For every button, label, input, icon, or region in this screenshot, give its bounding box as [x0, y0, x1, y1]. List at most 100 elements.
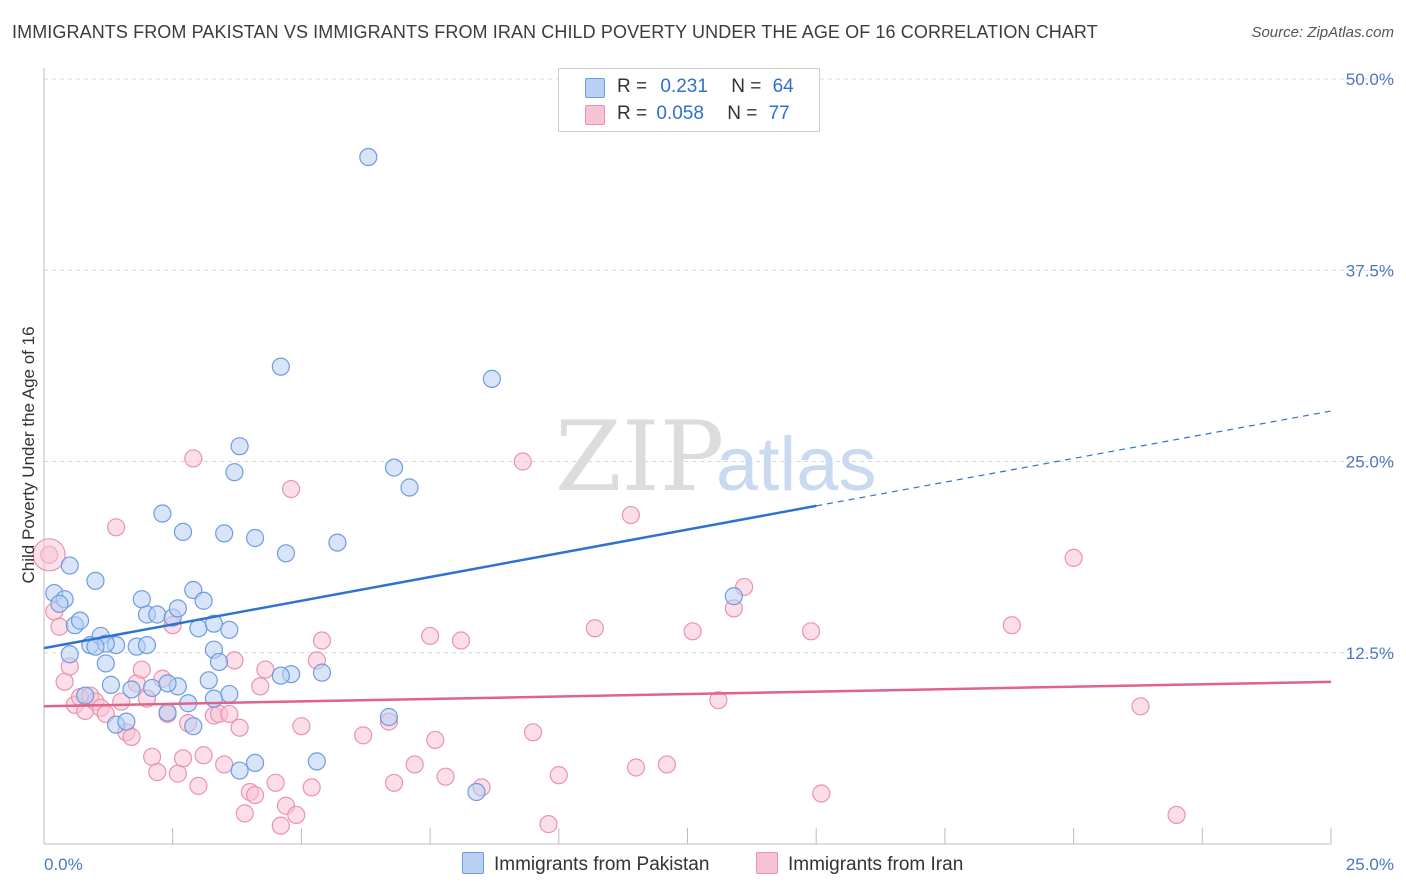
data-point — [1064, 548, 1083, 567]
data-point — [215, 755, 234, 774]
data-point — [76, 686, 95, 705]
data-point — [312, 663, 332, 682]
data-point — [143, 747, 162, 766]
data-point — [70, 611, 90, 630]
bottom-pakistan-swatch — [462, 852, 484, 874]
iran-swatch — [585, 105, 605, 125]
pakistan-trend-line — [43, 504, 817, 650]
data-point — [245, 753, 265, 773]
pakistan-trend-extension — [816, 410, 1332, 507]
data-point — [549, 766, 568, 785]
data-point — [683, 622, 702, 641]
data-point — [626, 758, 646, 777]
data-point — [539, 815, 558, 834]
data-point — [400, 478, 419, 497]
data-point — [287, 805, 306, 825]
data-point — [101, 675, 121, 694]
data-point — [137, 635, 157, 655]
pakistan-swatch — [585, 78, 605, 98]
data-point — [359, 147, 378, 167]
data-point — [266, 773, 285, 792]
data-point — [384, 773, 404, 792]
data-point — [184, 717, 203, 736]
y-tick-labels: 12.5% 25.0% 37.5% 50.0% — [1346, 70, 1394, 663]
data-point — [271, 666, 290, 685]
data-point — [106, 518, 126, 537]
data-point — [421, 626, 440, 646]
data-point — [184, 449, 203, 468]
iran-trend-line — [43, 680, 1332, 708]
iran-r-label: R = — [617, 103, 648, 124]
iran-n-value: 77 — [768, 103, 790, 124]
data-point — [189, 619, 208, 638]
data-point — [354, 726, 373, 745]
data-point — [189, 776, 208, 795]
chart-title: IMMIGRANTS FROM PAKISTAN VS IMMIGRANTS F… — [12, 22, 1098, 42]
trend-lines — [43, 410, 1332, 708]
data-point — [60, 556, 79, 575]
data-point — [204, 689, 223, 708]
data-point — [50, 617, 69, 636]
data-point — [96, 654, 115, 673]
iran-r-value: 0.058 — [656, 103, 704, 124]
data-point — [292, 717, 311, 736]
data-point — [209, 652, 229, 672]
bottom-pakistan-label: Immigrants from Pakistan — [494, 854, 710, 875]
data-point — [117, 712, 136, 731]
data-point — [307, 752, 326, 771]
pakistan-points — [45, 147, 743, 802]
data-point — [148, 762, 167, 782]
data-point — [194, 746, 213, 765]
data-point — [168, 599, 187, 618]
data-point — [158, 674, 177, 693]
pakistan-r-label: R = — [617, 76, 648, 97]
data-point — [513, 452, 532, 471]
pakistan-n-value: 64 — [772, 76, 794, 97]
data-point — [801, 622, 821, 641]
data-point — [204, 614, 223, 633]
data-point — [225, 651, 244, 670]
iran-points — [32, 449, 1186, 835]
data-point — [168, 764, 187, 783]
data-point — [225, 463, 244, 482]
data-point — [436, 767, 455, 786]
data-point-large — [32, 538, 66, 572]
grid-lines — [44, 78, 1394, 654]
data-point — [122, 680, 141, 699]
y-tick-label: 25.0% — [1346, 453, 1394, 472]
data-point — [55, 672, 74, 691]
data-point — [657, 755, 677, 774]
bottom-legend-iran: Immigrants from Iran — [756, 852, 963, 876]
data-point — [256, 660, 275, 679]
data-point — [276, 544, 296, 563]
data-point — [220, 684, 239, 704]
data-point — [86, 571, 105, 590]
y-axis-label: Child Poverty Under the Age of 16 — [19, 326, 38, 583]
data-point — [173, 522, 193, 541]
data-point — [621, 505, 640, 525]
data-point — [482, 369, 501, 388]
data-point — [328, 533, 347, 552]
data-point — [173, 749, 193, 768]
data-point — [271, 816, 290, 835]
data-point — [312, 631, 332, 650]
data-point — [1002, 616, 1021, 635]
data-point — [230, 718, 249, 737]
data-point — [148, 605, 167, 624]
correlation-legend: R = 0.231 N = 64 R = 0.058 N = 77 — [558, 68, 820, 132]
data-point — [384, 458, 404, 477]
data-point — [379, 707, 399, 727]
x-tick-label-max: 25.0% — [1346, 855, 1394, 874]
data-point — [122, 727, 141, 747]
data-point — [215, 524, 234, 543]
data-point — [199, 671, 218, 690]
data-point — [230, 437, 249, 456]
data-point — [585, 619, 604, 638]
watermark-zip: ZIP — [555, 401, 724, 513]
data-point — [235, 804, 254, 823]
data-point — [1131, 697, 1150, 716]
data-point — [132, 590, 151, 609]
source-label: Source: ZipAtlas.com — [1251, 24, 1394, 41]
y-tick-label: 12.5% — [1346, 644, 1394, 663]
pakistan-n-label: N = — [731, 76, 762, 97]
